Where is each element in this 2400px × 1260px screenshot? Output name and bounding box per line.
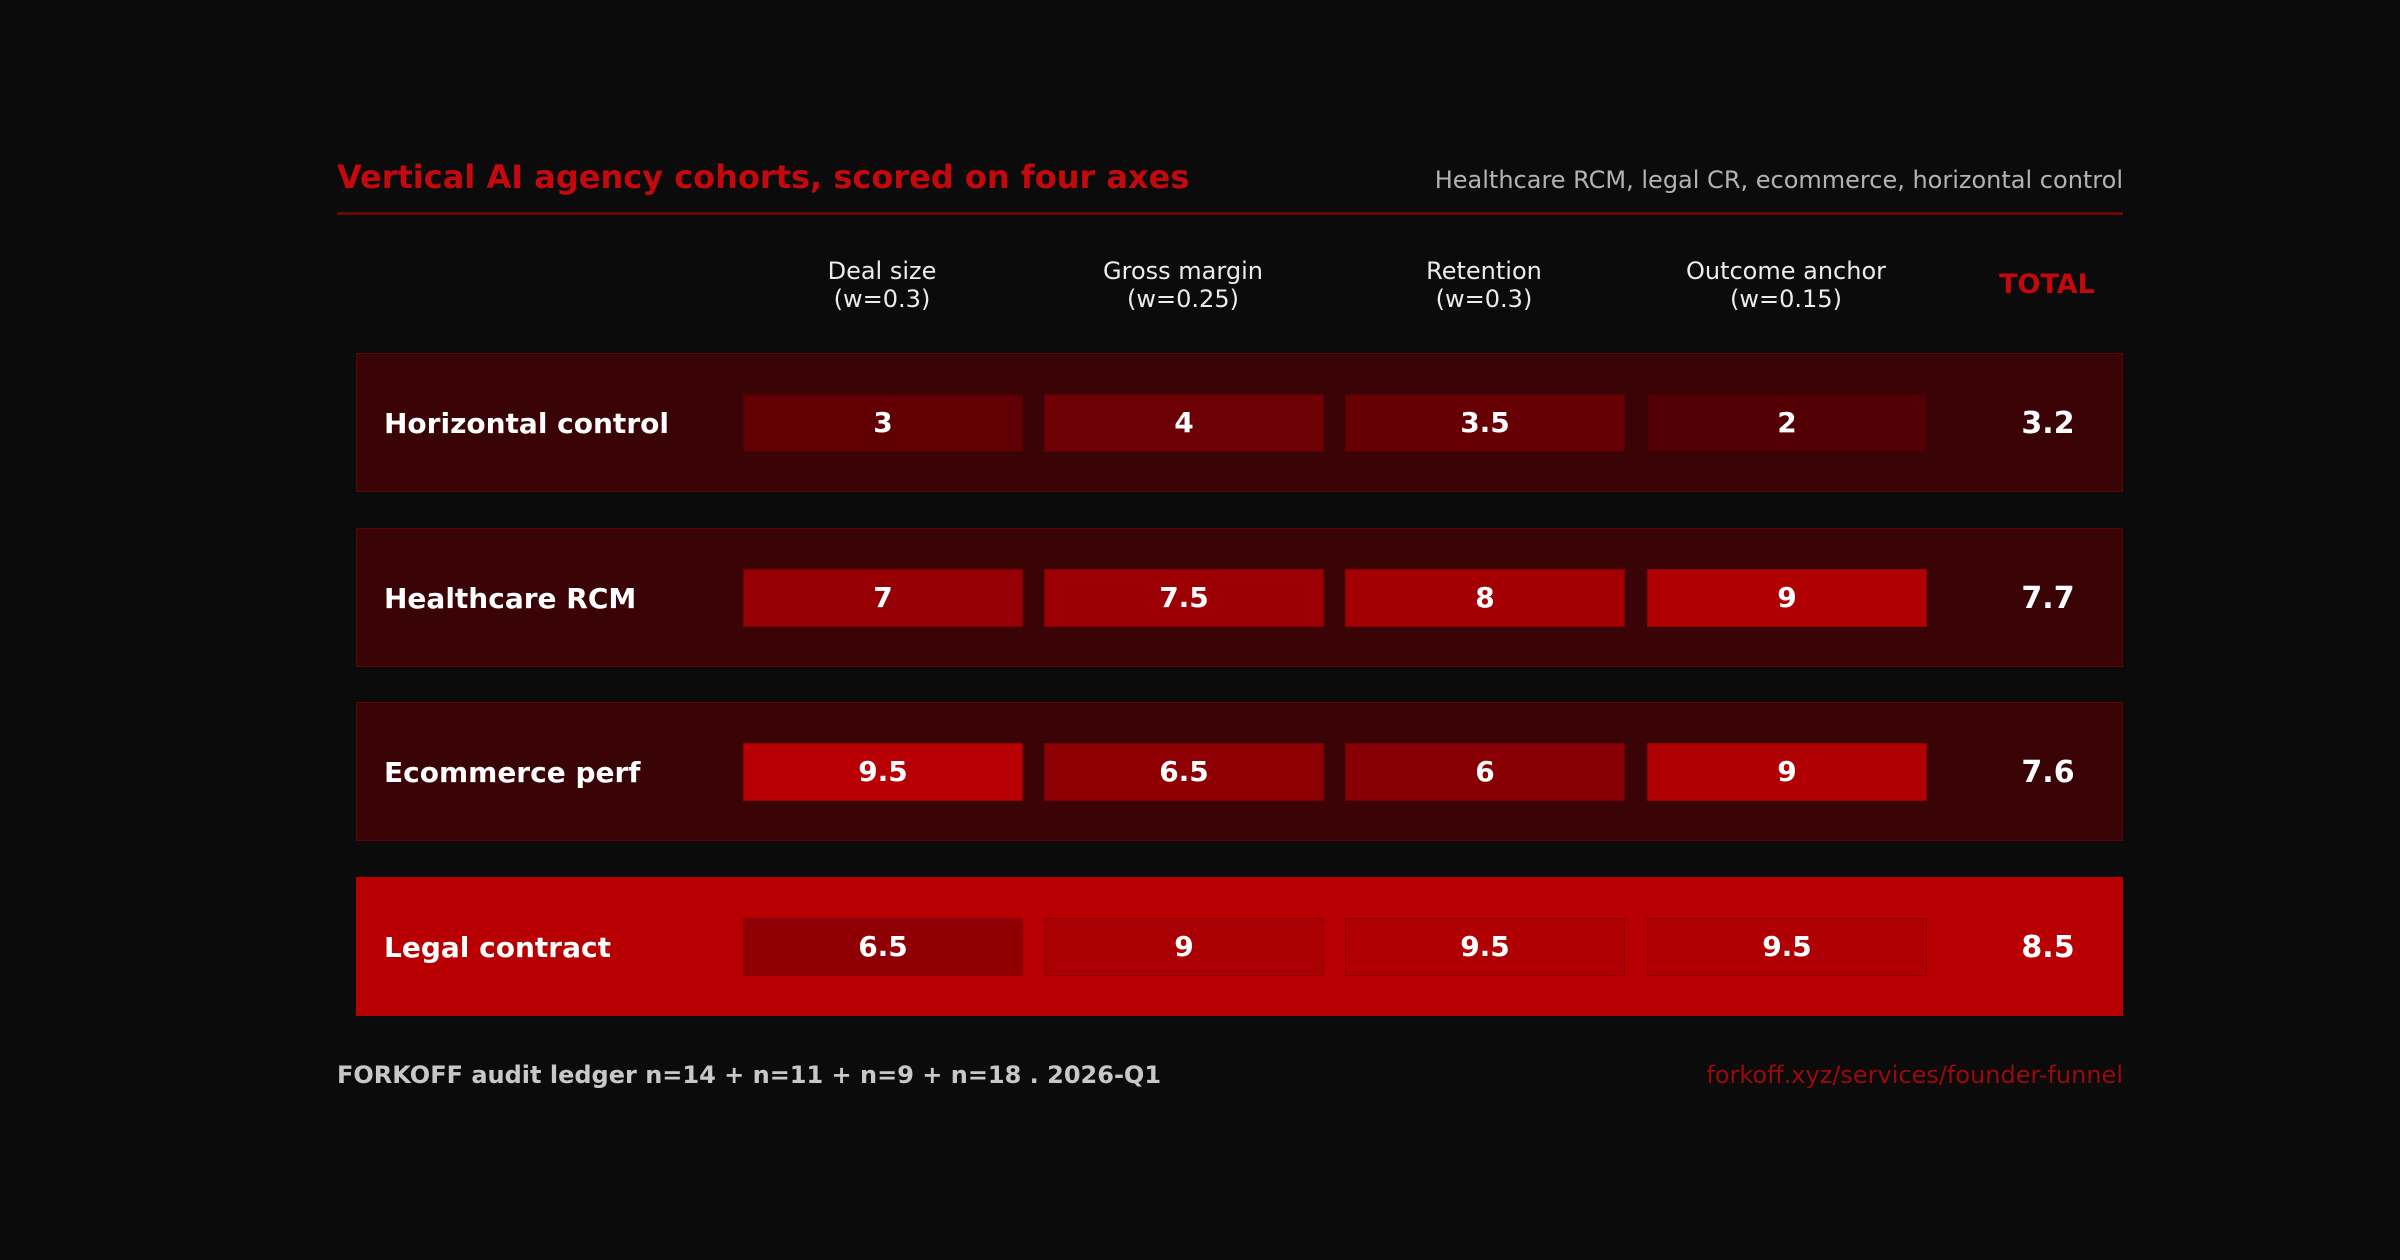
column-header-name: Deal size <box>827 257 937 285</box>
score-cell: 8 <box>1345 569 1625 627</box>
column-header-weight: (w=0.3) <box>1435 285 1533 313</box>
column-header: Outcome anchor (w=0.15) <box>1646 257 1926 313</box>
score-cell: 4 <box>1044 394 1324 452</box>
footer-link[interactable]: forkoff.xyz/services/founder-funnel <box>1706 1061 2123 1089</box>
score-cell: 2 <box>1647 394 1927 452</box>
row-total: 7.7 <box>2021 581 2075 616</box>
column-header: Deal size (w=0.3) <box>742 257 1022 313</box>
row-label: Healthcare RCM <box>384 582 637 615</box>
row-label: Horizontal control <box>384 407 669 440</box>
score-cell: 6.5 <box>743 918 1023 976</box>
total-column-header: TOTAL <box>1999 269 2095 300</box>
score-cell: 3.5 <box>1345 394 1625 452</box>
row-total: 8.5 <box>2021 930 2075 965</box>
page-subtitle: Healthcare RCM, legal CR, ecommerce, hor… <box>1434 166 2123 194</box>
score-cell: 7 <box>743 569 1023 627</box>
score-cell: 9 <box>1044 918 1324 976</box>
column-header-weight: (w=0.25) <box>1127 285 1239 313</box>
row-total: 3.2 <box>2021 406 2075 441</box>
row-label: Legal contract <box>384 931 611 964</box>
title-divider <box>337 212 2123 215</box>
row-total: 7.6 <box>2021 755 2075 790</box>
score-row: Horizontal control 3 4 3.5 2 3.2 <box>356 353 2123 492</box>
column-header-weight: (w=0.15) <box>1730 285 1842 313</box>
score-cell: 9 <box>1647 743 1927 801</box>
page-title: Vertical AI agency cohorts, scored on fo… <box>337 158 1190 196</box>
column-header-name: Gross margin <box>1103 257 1263 285</box>
score-cell: 3 <box>743 394 1023 452</box>
column-header: Retention (w=0.3) <box>1344 257 1624 313</box>
column-header-weight: (w=0.3) <box>833 285 931 313</box>
score-cell: 9 <box>1647 569 1927 627</box>
score-cell: 7.5 <box>1044 569 1324 627</box>
footer-source: FORKOFF audit ledger n=14 + n=11 + n=9 +… <box>337 1061 1162 1089</box>
column-header-name: Outcome anchor <box>1685 257 1887 285</box>
score-cell: 9.5 <box>1345 918 1625 976</box>
score-cell: 9.5 <box>1647 918 1927 976</box>
score-cell: 6.5 <box>1044 743 1324 801</box>
score-row: Ecommerce perf 9.5 6.5 6 9 7.6 <box>356 702 2123 841</box>
row-label: Ecommerce perf <box>384 756 641 789</box>
score-cell: 9.5 <box>743 743 1023 801</box>
score-row: Healthcare RCM 7 7.5 8 9 7.7 <box>356 528 2123 667</box>
column-header-name: Retention <box>1426 257 1542 285</box>
column-header: Gross margin (w=0.25) <box>1043 257 1323 313</box>
score-row: Legal contract 6.5 9 9.5 9.5 8.5 <box>356 877 2123 1016</box>
score-cell: 6 <box>1345 743 1625 801</box>
